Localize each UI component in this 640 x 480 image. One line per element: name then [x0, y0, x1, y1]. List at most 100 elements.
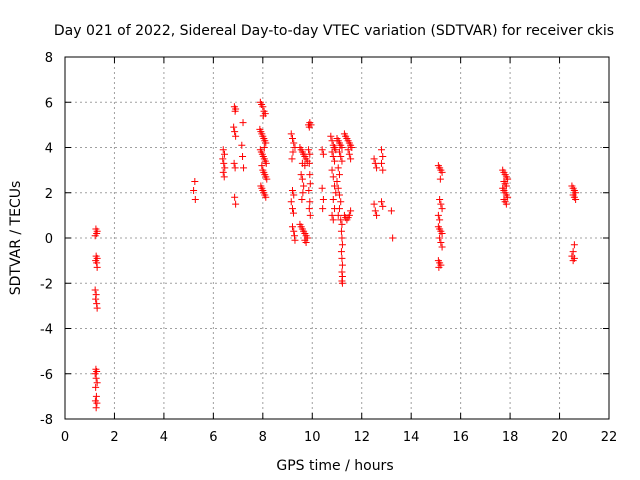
data-point — [298, 196, 306, 204]
x-tick-label: 20 — [551, 430, 568, 445]
data-point — [231, 107, 239, 115]
data-point — [239, 153, 247, 161]
data-point — [373, 164, 381, 172]
data-point — [437, 239, 445, 247]
data-point — [92, 404, 100, 412]
y-tick-label: 2 — [45, 187, 53, 202]
data-point — [438, 243, 446, 251]
data-point — [306, 211, 314, 219]
data-point — [305, 205, 313, 213]
data-point — [289, 209, 297, 217]
data-point — [337, 153, 345, 161]
data-point — [570, 241, 578, 249]
data-point — [329, 153, 337, 161]
data-point — [435, 263, 443, 271]
x-tick-label: 6 — [209, 430, 217, 445]
data-point — [337, 227, 345, 235]
data-point — [262, 159, 270, 167]
data-point — [92, 374, 100, 382]
data-point — [378, 198, 386, 206]
data-point — [319, 196, 327, 204]
data-point — [338, 144, 346, 151]
data-point — [220, 173, 228, 181]
data-point — [238, 141, 246, 149]
data-point — [91, 232, 99, 240]
data-point — [260, 144, 268, 151]
data-point — [437, 200, 445, 208]
data-point — [302, 239, 310, 247]
data-point — [379, 202, 387, 210]
data-point — [231, 164, 239, 172]
data-point — [335, 205, 343, 213]
data-point — [334, 211, 342, 219]
x-tick-label: 12 — [353, 430, 370, 445]
data-point — [291, 236, 299, 244]
x-tick-label: 22 — [601, 430, 618, 445]
x-tick-label: 0 — [61, 430, 69, 445]
data-point — [504, 193, 512, 201]
x-tick-label: 4 — [160, 430, 168, 445]
data-point — [319, 205, 327, 213]
data-point — [332, 146, 340, 154]
data-point — [91, 286, 99, 294]
data-point — [92, 295, 100, 303]
data-point — [289, 148, 297, 156]
data-point — [290, 227, 298, 235]
data-point — [306, 171, 314, 179]
data-point — [329, 196, 337, 204]
x-tick-label: 8 — [259, 430, 267, 445]
data-point — [231, 193, 239, 201]
y-tick-label: 8 — [45, 51, 53, 66]
data-point — [335, 191, 343, 199]
data-point — [299, 189, 307, 197]
data-point — [93, 304, 101, 312]
data-point — [93, 379, 101, 387]
data-point — [288, 223, 296, 231]
data-point — [373, 211, 381, 219]
data-point — [92, 383, 100, 391]
data-point — [329, 173, 337, 181]
y-tick-label: 4 — [45, 142, 53, 157]
data-point — [338, 279, 346, 287]
data-point — [345, 150, 353, 158]
data-point — [327, 132, 335, 140]
x-tick-label: 14 — [403, 430, 420, 445]
data-point — [288, 155, 296, 163]
data-point — [288, 205, 296, 213]
data-point — [338, 234, 346, 242]
data-point — [329, 216, 337, 224]
data-point — [387, 207, 395, 215]
data-point — [436, 196, 444, 204]
data-point — [347, 155, 355, 163]
data-point — [345, 211, 353, 219]
y-tick-label: -2 — [40, 277, 53, 292]
data-point — [259, 103, 267, 111]
data-point — [92, 392, 100, 400]
data-point — [332, 189, 340, 197]
data-point — [305, 123, 313, 131]
data-point — [232, 200, 240, 208]
x-axis-label: GPS time / hours — [276, 458, 393, 474]
data-point — [328, 211, 336, 219]
data-point — [379, 153, 387, 161]
data-point — [370, 155, 378, 163]
x-tick-labels: 0 2 4 6 8 10 12 14 16 18 20 22 — [61, 430, 617, 445]
data-point — [436, 216, 444, 224]
data-point — [348, 144, 356, 151]
data-point — [338, 220, 346, 228]
data-point — [219, 155, 227, 163]
data-point — [434, 211, 442, 219]
y-tick-label: -8 — [40, 413, 53, 428]
data-point — [335, 148, 343, 156]
x-tick-label: 10 — [304, 430, 321, 445]
data-point — [338, 261, 346, 269]
data-point — [298, 175, 306, 183]
data-point — [221, 164, 229, 172]
y-tick-labels: -8 -6 -4 -2 0 2 4 6 8 — [40, 51, 53, 428]
data-point — [436, 234, 444, 242]
data-point — [191, 196, 199, 204]
data-point — [328, 137, 336, 145]
data-point — [190, 186, 198, 194]
grid — [65, 57, 609, 419]
data-point — [347, 207, 355, 215]
